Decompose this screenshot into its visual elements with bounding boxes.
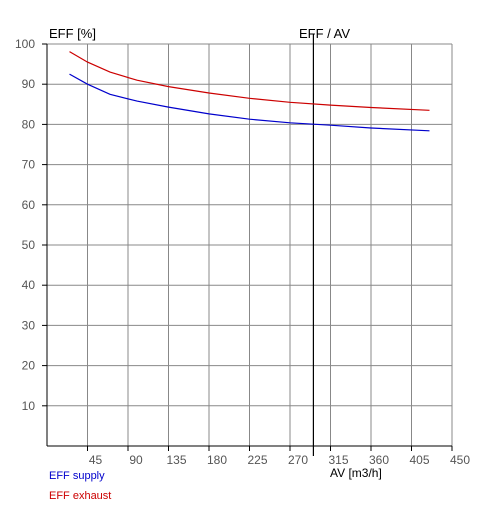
x-tick-label: 225 — [247, 453, 267, 467]
y-tick-label: 40 — [22, 278, 36, 292]
y-axis-title: EFF [%] — [49, 26, 96, 41]
series-line-supply — [69, 73, 430, 132]
grid — [47, 43, 453, 446]
y-tick-label: 50 — [22, 238, 36, 252]
x-tick-label: 405 — [409, 453, 429, 467]
legend-item-exhaust: EFF exhaust — [49, 490, 111, 502]
y-tick-label: 30 — [22, 318, 36, 332]
x-tick-label: 90 — [129, 453, 143, 467]
y-tick-label: 60 — [22, 198, 36, 212]
legend-label-supply: EFF supply — [49, 470, 105, 482]
legend-label-exhaust: EFF exhaust — [49, 490, 112, 502]
y-tick-label: 100 — [15, 37, 35, 51]
series-line-exhaust — [69, 51, 430, 111]
y-tick-label: 10 — [22, 399, 36, 413]
x-axis-title: AV [m3/h] — [330, 466, 382, 480]
x-tick-label: 360 — [369, 453, 389, 467]
x-tick-label: 180 — [207, 453, 227, 467]
legend-item-supply: EFF supply — [49, 470, 105, 482]
series — [69, 51, 430, 132]
x-tick-label: 450 — [450, 453, 470, 467]
labels: EFF [%] EFF / AV AV [m3/h] 45 90 135 180 225… — [15, 26, 470, 480]
y-tick-label: 90 — [22, 77, 36, 91]
y-tick-label: 70 — [22, 158, 36, 172]
marker-label: EFF / AV — [299, 26, 350, 41]
y-tick-label: 80 — [22, 117, 36, 131]
x-tick-label: 315 — [328, 453, 348, 467]
x-tick-label: 45 — [89, 453, 103, 467]
x-tick-label: 270 — [288, 453, 308, 467]
y-tick-label: 20 — [22, 359, 36, 373]
x-tick-label: 135 — [166, 453, 186, 467]
